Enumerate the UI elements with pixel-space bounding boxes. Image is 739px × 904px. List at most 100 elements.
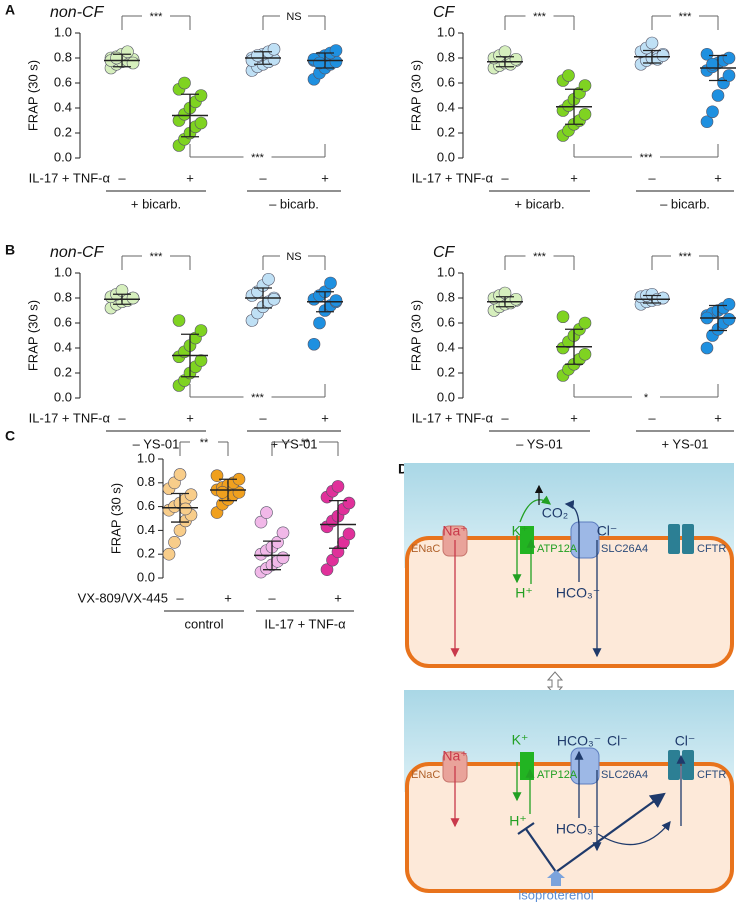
panel-label: D	[398, 461, 408, 477]
label: HCO₃⁻	[556, 821, 600, 837]
x-axis-label: IL-17 + TNF-α	[412, 170, 494, 185]
label: K⁺	[512, 523, 529, 539]
label: CO₂	[542, 505, 568, 521]
significance-label: ***	[251, 392, 265, 404]
data-point	[509, 292, 523, 306]
data-point	[267, 42, 281, 56]
y-tick-label: 0.4	[54, 339, 72, 354]
data-point	[556, 310, 570, 324]
x-tick-label: +	[570, 170, 578, 185]
data-point	[121, 45, 134, 59]
x-tick-label: –	[501, 170, 509, 185]
data-point	[168, 535, 181, 549]
data-point	[267, 292, 281, 306]
y-tick-label: 0.0	[137, 569, 155, 584]
significance-label: **	[301, 437, 310, 449]
label: CFTR	[697, 769, 726, 781]
x-tick-label: –	[501, 410, 509, 425]
arrow	[555, 792, 666, 873]
x-tick-label: +	[321, 170, 329, 185]
panel-label: C	[5, 428, 15, 444]
label: Cl⁻	[597, 523, 618, 539]
cell	[405, 536, 734, 668]
x-axis-label: IL-17 + TNF-α	[412, 410, 494, 425]
y-tick-label: 1.0	[437, 24, 455, 39]
data-point	[509, 52, 523, 66]
data-point	[331, 480, 345, 493]
atp12a-pump	[520, 752, 534, 780]
significance-label: ***	[251, 152, 265, 164]
data-point	[645, 36, 659, 50]
y-tick-label: 1.0	[137, 450, 155, 465]
label: ATP12A	[537, 543, 578, 555]
stimulus-arrow	[547, 870, 565, 886]
y-tick-label: 0.8	[137, 474, 155, 489]
y-tick-label: 0.0	[54, 389, 72, 404]
data-point	[276, 526, 290, 540]
data-point	[276, 551, 290, 565]
data-point	[172, 314, 186, 327]
x-tick-label: –	[118, 410, 126, 425]
data-point	[700, 115, 714, 129]
group-label: control	[184, 616, 223, 631]
label: isoproterenol	[518, 887, 593, 902]
y-tick-label: 0.2	[54, 364, 72, 379]
data-point	[194, 89, 208, 102]
x-tick-label: –	[176, 590, 184, 605]
inhibition-line	[525, 828, 557, 873]
data-point	[722, 69, 736, 82]
data-point	[320, 563, 334, 576]
label: SLC26A4	[601, 769, 648, 781]
y-tick-label: 0.4	[437, 99, 455, 114]
data-point	[711, 89, 725, 102]
label: H⁺	[509, 813, 527, 829]
y-tick-label: 0.2	[437, 364, 455, 379]
data-point	[578, 316, 592, 330]
label: H⁺	[515, 585, 533, 601]
x-tick-label: –	[648, 170, 656, 185]
data-point	[262, 272, 275, 286]
data-point	[578, 107, 592, 121]
data-point	[173, 524, 187, 537]
cftr-channel	[682, 750, 694, 780]
y-tick-label: 0.2	[437, 124, 455, 139]
y-tick-label: 1.0	[54, 264, 72, 279]
significance-label: ***	[150, 251, 164, 263]
panel-label: B	[5, 242, 15, 258]
x-tick-label: +	[334, 590, 342, 605]
y-axis-label: FRAP (30 s)	[25, 300, 40, 371]
x-axis-label: IL-17 + TNF-α	[29, 170, 111, 185]
panel-label: A	[5, 2, 15, 18]
label: SLC26A4	[601, 543, 648, 555]
data-point	[178, 76, 191, 90]
data-point	[562, 69, 575, 82]
y-tick-label: 1.0	[437, 264, 455, 279]
y-tick-label: 0.4	[54, 99, 72, 114]
arrow	[519, 495, 552, 523]
group-label: – YS-01	[133, 436, 180, 451]
y-tick-label: 0.2	[54, 124, 72, 139]
y-tick-label: 0.8	[54, 49, 72, 64]
data-point	[656, 49, 670, 62]
x-tick-label: +	[714, 170, 722, 185]
arrow	[597, 820, 671, 846]
data-point	[313, 56, 326, 70]
x-tick-label: –	[648, 410, 656, 425]
x-tick-label: –	[118, 170, 126, 185]
group-label: – bicarb.	[269, 196, 319, 211]
label: Na⁺	[442, 748, 467, 764]
y-tick-label: 0.6	[437, 74, 455, 89]
x-axis-label: IL-17 + TNF-α	[29, 410, 111, 425]
label: HCO₃⁻	[556, 585, 600, 601]
data-point	[184, 488, 198, 502]
y-tick-label: 1.0	[54, 24, 72, 39]
cftr-channel	[682, 524, 694, 554]
data-point	[324, 276, 337, 290]
x-tick-label: +	[186, 410, 194, 425]
group-label: + bicarb.	[131, 196, 181, 211]
data-point	[194, 116, 208, 130]
x-tick-label: +	[321, 410, 329, 425]
group-label: + bicarb.	[514, 196, 564, 211]
data-point	[722, 312, 736, 326]
